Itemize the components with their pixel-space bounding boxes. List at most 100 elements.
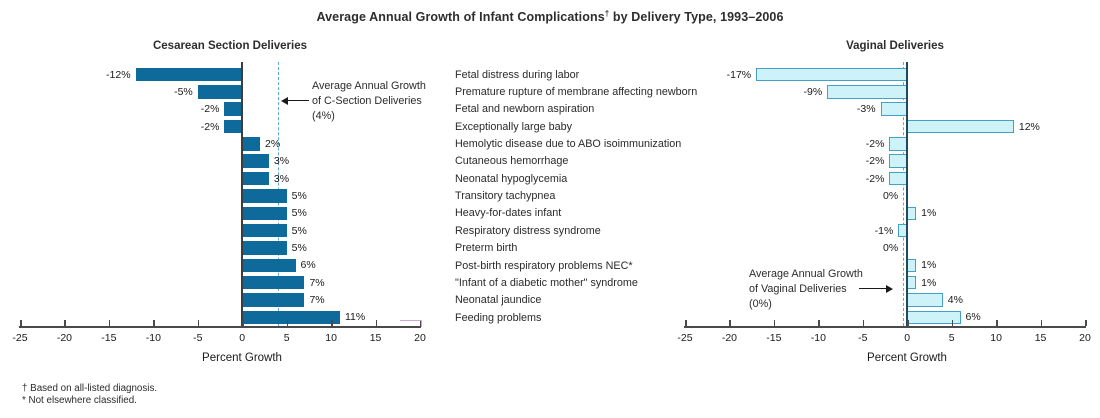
bar-value-label: 5%: [291, 242, 307, 254]
bar: [224, 102, 243, 116]
left-annotation-arrowhead-icon: [281, 97, 288, 105]
bar-value-label: -5%: [174, 85, 193, 98]
bar: [889, 154, 908, 168]
category-label: Feeding problems: [455, 311, 542, 324]
bar-value-label: -2%: [200, 103, 220, 116]
bar-value-label: 4%: [947, 294, 963, 307]
axis-tick: [996, 320, 998, 326]
category-label: Exceptionally large baby: [455, 120, 573, 133]
axis-tick: [375, 320, 378, 326]
bar-value-label: 0%: [883, 242, 899, 254]
axis-tick-label: 20: [414, 332, 426, 344]
bar: [242, 293, 305, 307]
footnote-asterisk: * Not elsewhere classified.: [22, 395, 137, 406]
axis-tick: [729, 320, 731, 326]
bar-value-label: 0%: [883, 189, 899, 202]
axis-tick-label: 15: [369, 332, 382, 344]
category-label: Transitory tachypnea: [455, 190, 556, 203]
axis-tick: [1040, 320, 1043, 326]
bar-value-label: 6%: [965, 311, 981, 324]
category-label: Preterm birth: [455, 242, 518, 255]
annotation-line: (0%): [749, 298, 772, 310]
annotation-line: (4%): [312, 110, 335, 122]
bar-value-label: 7%: [309, 276, 325, 289]
category-label: Neonatal hypoglycemia: [455, 172, 568, 185]
axis-tick-label: -20: [721, 332, 738, 344]
annotation-line: Average Annual Growth: [749, 268, 863, 280]
bar-value-label: -12%: [106, 68, 131, 81]
bar-value-label: 11%: [345, 311, 366, 324]
axis-tick: [862, 320, 865, 326]
axis-tick-label: 5: [283, 332, 290, 344]
bar: [827, 85, 908, 99]
cesarean-chart-title: Cesarean Section Deliveries: [152, 40, 308, 52]
axis-tick: [773, 320, 776, 326]
axis-tick: [20, 320, 22, 326]
bar-value-label: 5%: [291, 189, 307, 202]
axis-tick: [420, 320, 422, 326]
axis-tick-label: -5: [858, 332, 868, 344]
bar: [242, 189, 287, 203]
bar: [907, 293, 943, 307]
category-label: Respiratory distress syndrome: [455, 224, 601, 237]
axis-tick-label: 0: [904, 332, 911, 344]
bar-value-label: 1%: [921, 259, 937, 272]
right-annotation-arrowhead-icon: [886, 285, 893, 293]
category-label: Neonatal jaundice: [455, 294, 542, 307]
bar: [880, 102, 908, 116]
bar-value-label: -3%: [856, 103, 876, 116]
axis-tick: [818, 320, 820, 326]
axis-tick: [1085, 320, 1087, 326]
bar-value-label: -1%: [874, 224, 894, 237]
bar: [756, 67, 908, 82]
axis-tick: [907, 320, 909, 326]
figure-title: Average Annual Growth of Infant Complica…: [0, 9, 1100, 24]
bar: [242, 206, 287, 220]
bar: [242, 171, 269, 186]
axis-tick-label: 10: [325, 332, 337, 344]
bar-value-label: -2%: [865, 172, 885, 185]
bar-value-label: -2%: [865, 155, 885, 168]
axis-tick-label: 20: [1079, 332, 1091, 344]
axis-tick-label: -15: [766, 332, 782, 344]
bar: [197, 85, 243, 99]
bar-value-label: 5%: [291, 207, 307, 220]
bar: [907, 206, 917, 220]
bar-value-label: -2%: [200, 120, 220, 133]
bar-value-label: 12%: [1018, 120, 1040, 133]
axis-tick-label: -10: [810, 332, 826, 344]
dagger-footnote-mark: †: [604, 9, 610, 18]
zero-axis-line: [241, 62, 244, 326]
x-axis-line: [684, 326, 1086, 328]
bar: [242, 223, 287, 238]
bar-value-label: 3%: [273, 172, 290, 185]
axis-tick: [64, 320, 66, 326]
axis-tick-label: -15: [101, 332, 117, 344]
axis-tick: [242, 320, 244, 326]
bar: [242, 241, 287, 255]
axis-tick: [286, 320, 289, 326]
average-growth-dashed-line: [903, 62, 905, 326]
category-label: "Infant of a diabetic mother" syndrome: [455, 276, 638, 289]
axis-tick: [951, 320, 954, 326]
vaginal-chart-title: Vaginal Deliveries: [846, 40, 944, 52]
annotation-line: of C-Section Deliveries: [312, 95, 422, 107]
left-annotation-arrow-line: [288, 100, 309, 102]
figure-title-suffix: by Delivery Type, 1993–2006: [609, 10, 784, 25]
axis-tick: [685, 320, 687, 326]
right-annotation-arrow-line: [859, 288, 886, 290]
bar: [242, 310, 340, 325]
x-axis-line: [19, 326, 421, 328]
category-label: Hemolytic disease due to ABO isoimmuniza…: [455, 138, 682, 151]
annotation-line: of Vaginal Deliveries: [749, 283, 847, 295]
axis-tick-label: -20: [56, 332, 73, 344]
bar-value-label: 6%: [300, 259, 316, 272]
vaginal-average-annotation: Average Annual Growth of Vaginal Deliver…: [749, 267, 863, 312]
axis-tick-label: -10: [145, 332, 161, 344]
category-label: Fetal and newborn aspiration: [455, 103, 595, 116]
axis-tick-label: 0: [239, 332, 246, 344]
axis-tick-label: -5: [193, 332, 203, 344]
category-label: Post-birth respiratory problems NEC*: [455, 259, 633, 272]
bar-value-label: 7%: [309, 294, 325, 307]
bar: [907, 258, 917, 273]
